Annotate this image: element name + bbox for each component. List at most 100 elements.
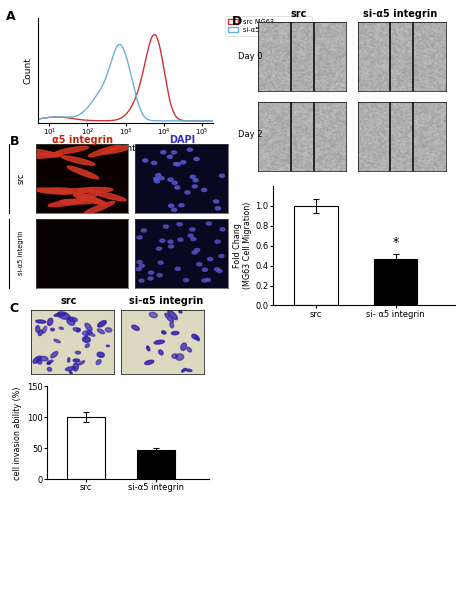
Ellipse shape xyxy=(54,313,66,316)
Ellipse shape xyxy=(172,354,178,358)
Ellipse shape xyxy=(161,151,166,154)
Text: *: * xyxy=(392,235,399,249)
Ellipse shape xyxy=(132,325,139,331)
Ellipse shape xyxy=(27,153,63,158)
Ellipse shape xyxy=(214,200,219,203)
Ellipse shape xyxy=(136,268,141,271)
Ellipse shape xyxy=(43,326,46,333)
X-axis label: PE- α5 integrin: PE- α5 integrin xyxy=(92,144,159,153)
Ellipse shape xyxy=(48,199,83,207)
Text: Day 2: Day 2 xyxy=(238,130,263,140)
Ellipse shape xyxy=(156,247,162,250)
Ellipse shape xyxy=(47,362,50,364)
Ellipse shape xyxy=(96,359,101,365)
Ellipse shape xyxy=(187,347,191,352)
Ellipse shape xyxy=(86,332,95,336)
Ellipse shape xyxy=(186,369,192,371)
Ellipse shape xyxy=(83,201,115,214)
Text: si-α5 integrin: si-α5 integrin xyxy=(129,297,203,306)
Ellipse shape xyxy=(47,367,52,371)
Ellipse shape xyxy=(178,238,183,241)
Ellipse shape xyxy=(187,148,192,151)
Ellipse shape xyxy=(85,323,92,331)
Ellipse shape xyxy=(164,225,168,228)
Ellipse shape xyxy=(137,261,142,264)
Ellipse shape xyxy=(192,251,197,254)
Ellipse shape xyxy=(35,188,69,194)
Ellipse shape xyxy=(193,179,198,181)
Ellipse shape xyxy=(206,222,211,225)
Ellipse shape xyxy=(197,262,202,266)
Ellipse shape xyxy=(175,186,180,189)
Ellipse shape xyxy=(145,360,154,365)
Ellipse shape xyxy=(59,199,94,204)
Y-axis label: cell invasion ability (%): cell invasion ability (%) xyxy=(13,386,22,480)
Ellipse shape xyxy=(148,277,153,280)
Ellipse shape xyxy=(157,274,162,277)
Ellipse shape xyxy=(176,354,184,360)
Ellipse shape xyxy=(185,191,190,194)
Ellipse shape xyxy=(168,240,173,243)
Ellipse shape xyxy=(89,145,121,157)
Ellipse shape xyxy=(73,195,107,205)
Ellipse shape xyxy=(194,158,199,161)
Ellipse shape xyxy=(79,361,84,365)
Ellipse shape xyxy=(154,340,164,344)
Ellipse shape xyxy=(61,156,95,165)
Ellipse shape xyxy=(57,311,70,319)
Ellipse shape xyxy=(73,359,80,362)
Ellipse shape xyxy=(168,245,173,248)
Ellipse shape xyxy=(160,239,165,242)
Ellipse shape xyxy=(33,356,41,363)
Ellipse shape xyxy=(168,310,177,320)
Ellipse shape xyxy=(190,175,195,179)
Ellipse shape xyxy=(215,207,220,210)
Bar xyxy=(137,450,175,479)
Text: src: src xyxy=(291,9,307,19)
Text: D: D xyxy=(232,15,243,28)
Ellipse shape xyxy=(208,258,213,261)
Ellipse shape xyxy=(51,352,58,358)
Ellipse shape xyxy=(78,187,113,192)
Ellipse shape xyxy=(156,174,161,177)
Ellipse shape xyxy=(201,189,207,192)
Ellipse shape xyxy=(146,346,150,351)
Ellipse shape xyxy=(54,339,60,343)
Ellipse shape xyxy=(159,177,164,180)
Ellipse shape xyxy=(82,337,90,343)
Ellipse shape xyxy=(219,255,224,258)
Bar xyxy=(374,259,417,305)
Text: A: A xyxy=(6,10,16,23)
Ellipse shape xyxy=(139,264,144,267)
Ellipse shape xyxy=(183,279,189,282)
Ellipse shape xyxy=(188,234,193,237)
Ellipse shape xyxy=(217,270,222,273)
Ellipse shape xyxy=(169,204,174,207)
Ellipse shape xyxy=(172,331,179,335)
Ellipse shape xyxy=(167,155,173,158)
Bar xyxy=(67,418,105,479)
Ellipse shape xyxy=(172,151,176,154)
Ellipse shape xyxy=(143,159,148,162)
Ellipse shape xyxy=(155,180,159,183)
Ellipse shape xyxy=(173,162,179,165)
Ellipse shape xyxy=(162,331,166,334)
Ellipse shape xyxy=(70,191,101,204)
Ellipse shape xyxy=(175,163,181,166)
Ellipse shape xyxy=(39,356,48,361)
Ellipse shape xyxy=(152,161,157,165)
Ellipse shape xyxy=(215,240,220,243)
Ellipse shape xyxy=(158,261,163,264)
Ellipse shape xyxy=(154,177,159,180)
Ellipse shape xyxy=(179,311,182,313)
Ellipse shape xyxy=(149,312,157,317)
Ellipse shape xyxy=(73,328,79,331)
Ellipse shape xyxy=(76,328,81,332)
Ellipse shape xyxy=(179,204,184,207)
Ellipse shape xyxy=(137,236,142,239)
Ellipse shape xyxy=(141,229,146,232)
Ellipse shape xyxy=(65,367,76,371)
Ellipse shape xyxy=(98,320,106,327)
Ellipse shape xyxy=(159,350,163,355)
Text: B: B xyxy=(9,135,19,148)
